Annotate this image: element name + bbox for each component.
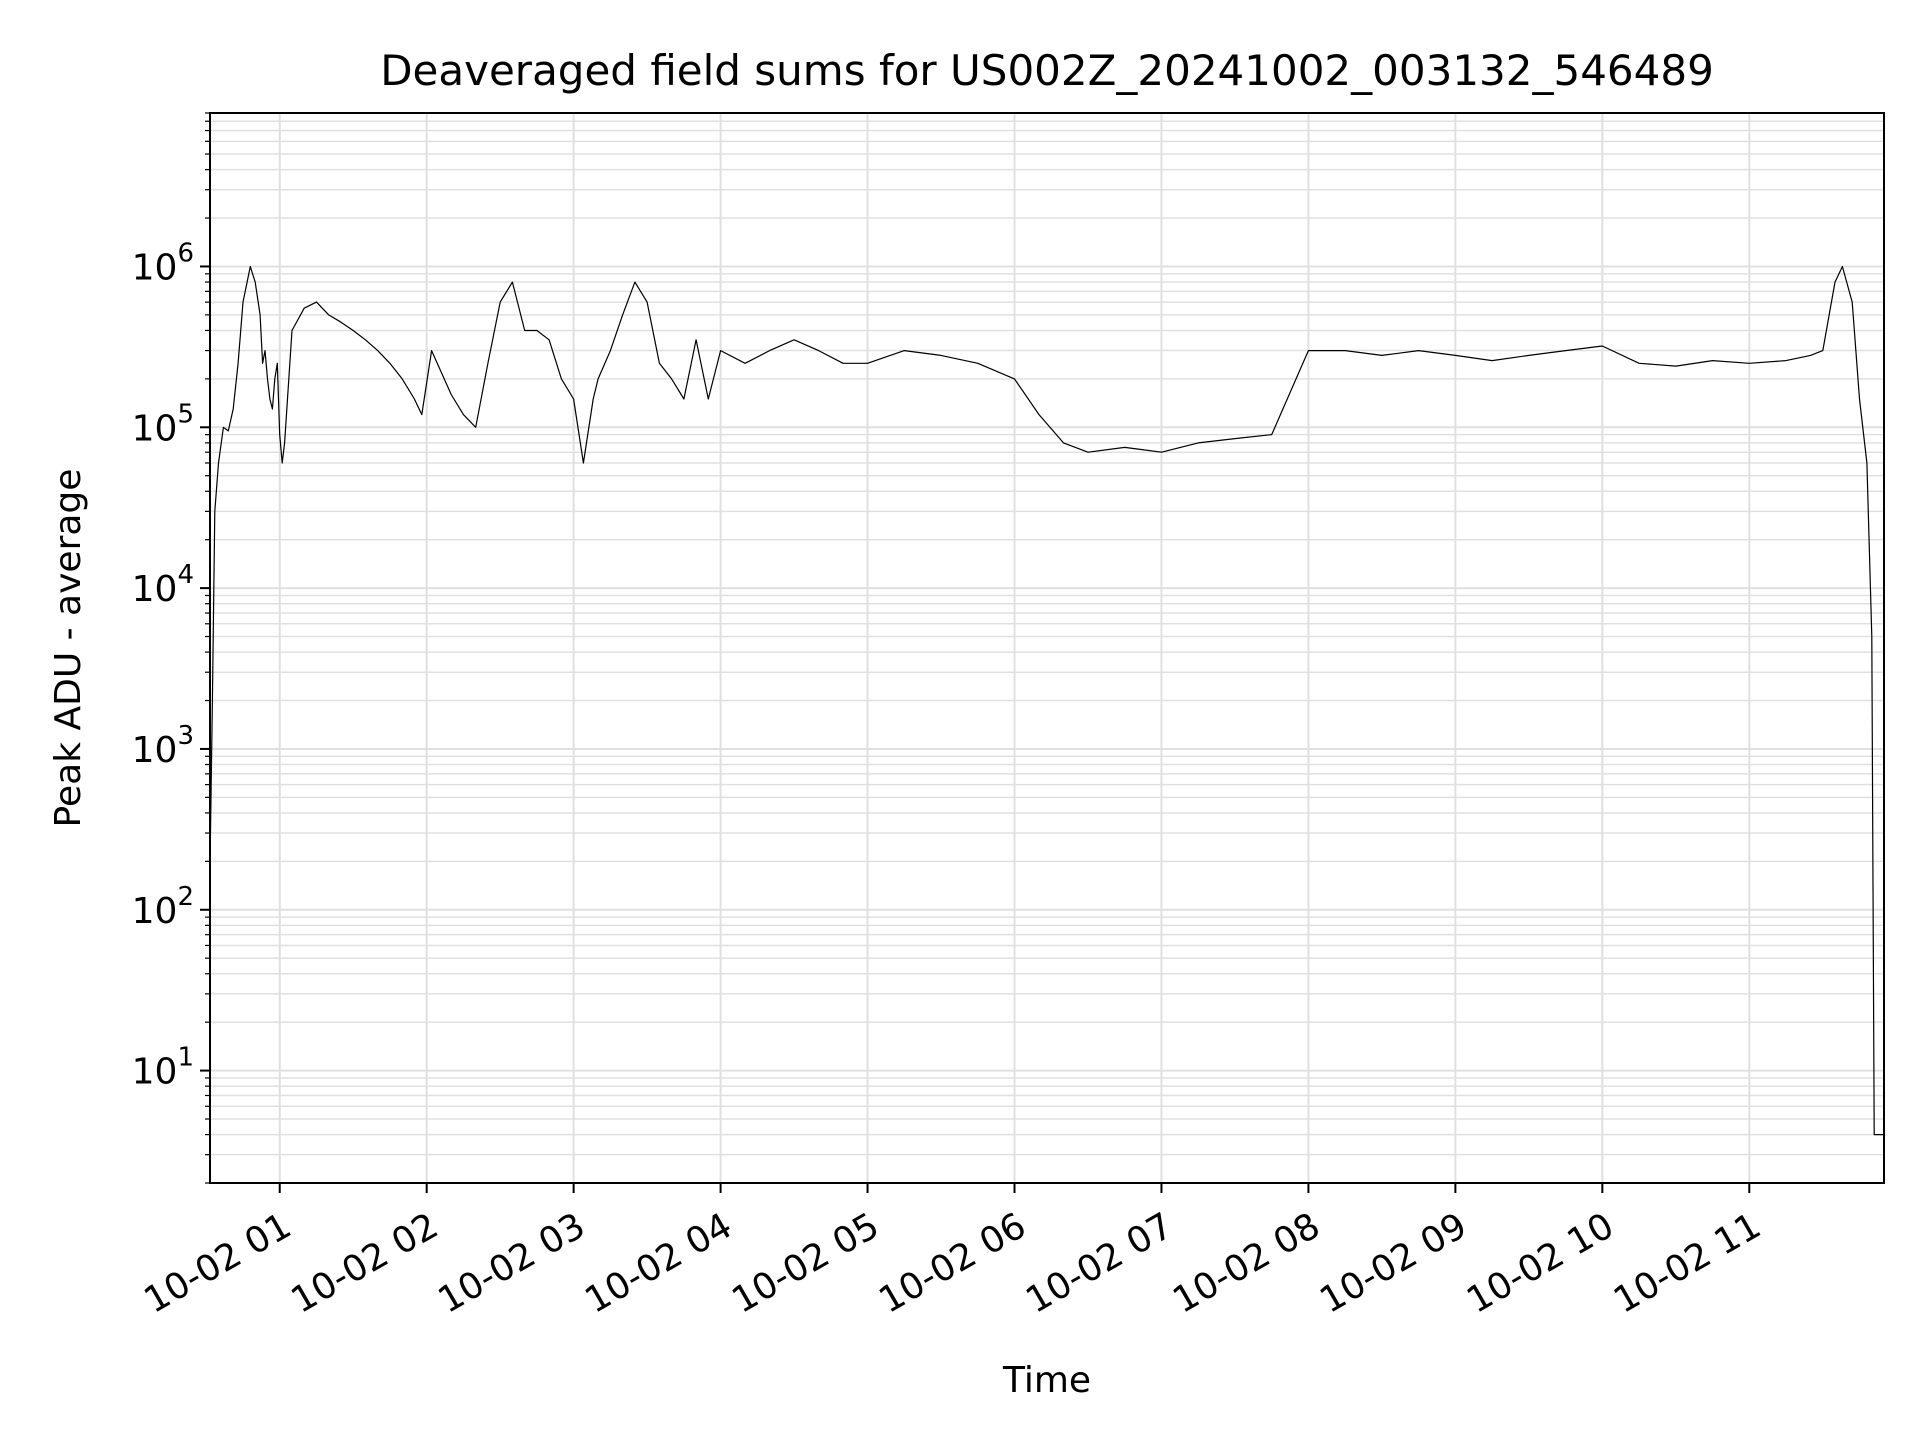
y-tick-base: 10	[132, 730, 178, 771]
y-tick-base: 10	[132, 247, 178, 288]
y-tick-exponent: 1	[177, 1043, 194, 1073]
y-tick-exponent: 6	[177, 238, 194, 268]
y-tick-exponent: 3	[177, 721, 194, 751]
axes-frame	[209, 112, 1885, 1184]
x-axis-label: Time	[1002, 1360, 1091, 1401]
y-tick-label: 104	[132, 560, 194, 610]
plot-area	[209, 265, 1884, 1136]
y-axis-label: Peak ADU - average	[48, 469, 89, 828]
y-tick-label: 103	[132, 721, 194, 771]
chart-title: Deaveraged field sums for US002Z_2024100…	[380, 46, 1714, 95]
y-tick-label: 101	[132, 1043, 194, 1093]
y-tick-base: 10	[132, 569, 178, 610]
y-tick-label: 102	[132, 882, 194, 932]
y-tick-label: 105	[132, 399, 194, 449]
y-tick-exponent: 5	[177, 399, 194, 429]
y-tick-base: 10	[132, 891, 178, 932]
y-tick-exponent: 4	[177, 560, 194, 590]
y-tick-base: 10	[132, 408, 178, 449]
y-tick-label: 106	[132, 238, 194, 288]
y-tick-base: 10	[132, 1052, 178, 1093]
y-tick-exponent: 2	[177, 882, 194, 912]
grid	[210, 112, 1884, 1184]
series-line	[209, 265, 1884, 1136]
